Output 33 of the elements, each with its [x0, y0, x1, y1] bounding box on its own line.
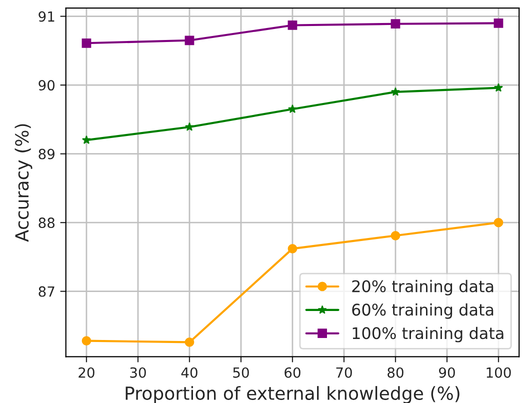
- point: [288, 104, 297, 114]
- point: [494, 83, 503, 92]
- legend-label: 60% training data: [352, 303, 494, 319]
- x-tick-label: 40: [181, 367, 198, 378]
- x-tick-label: 20: [78, 367, 94, 378]
- point: [288, 244, 298, 254]
- y-tick-label: 87: [38, 286, 54, 297]
- y-tick-label: 91: [38, 11, 54, 22]
- point: [494, 218, 504, 228]
- x-tick-label: 80: [388, 367, 404, 378]
- y-tick-label: 89: [38, 148, 54, 160]
- point: [390, 230, 400, 240]
- point: [288, 20, 298, 30]
- point: [494, 18, 504, 28]
- point: [82, 38, 92, 48]
- x-tick-label: 60: [284, 367, 300, 378]
- x-tick-label: 30: [130, 367, 146, 378]
- y-tick-label: 88: [38, 218, 55, 228]
- point: [184, 36, 194, 46]
- legend-label: 20% training data: [352, 280, 494, 296]
- y-tick-label: 90: [38, 80, 55, 91]
- point: [82, 135, 91, 144]
- x-tick-label: 100: [486, 367, 511, 378]
- x-tick-label: 70: [336, 367, 352, 378]
- point: [185, 122, 194, 131]
- x-tick-label: 50: [233, 367, 249, 378]
- y-axis-title: Accuracy (%): [14, 124, 32, 242]
- legend-label: 100% training data: [352, 326, 504, 342]
- point: [82, 336, 92, 346]
- x-tick-label: 90: [439, 367, 455, 378]
- point: [390, 19, 400, 29]
- point: [391, 87, 400, 96]
- point: [184, 338, 194, 347]
